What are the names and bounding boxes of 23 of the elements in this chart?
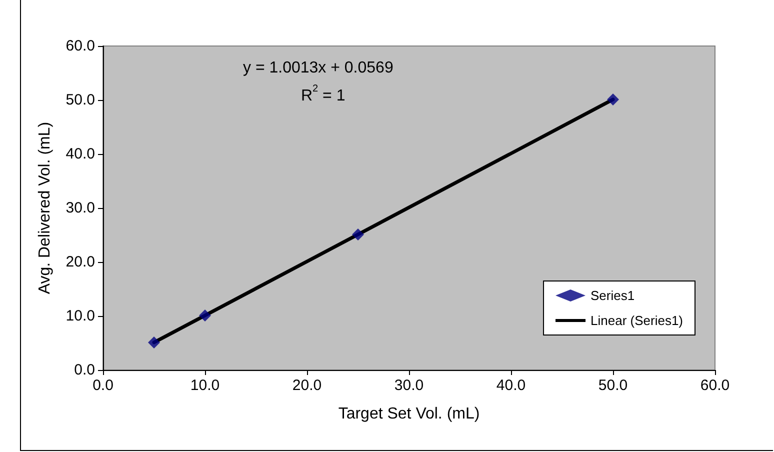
- x-tick-label: 0.0: [92, 377, 114, 394]
- x-tick-label: 60.0: [700, 377, 730, 394]
- y-tick-label: 50.0: [66, 92, 95, 108]
- point: [352, 228, 364, 240]
- x-tick-label: 10.0: [190, 377, 220, 394]
- x-tick-label: 40.0: [496, 377, 526, 394]
- x-tick-label: 50.0: [598, 377, 628, 394]
- y-axis-title: Avg. Delivered Vol. (mL): [36, 122, 54, 294]
- y-tick-label: 60.0: [66, 38, 95, 54]
- legend-label: Series1: [590, 288, 635, 303]
- y-tick-label: 0.0: [74, 362, 95, 378]
- x-tick-label: 30.0: [394, 377, 424, 394]
- point: [607, 93, 619, 106]
- y-tick-label: 10.0: [66, 308, 95, 324]
- legend-label: Linear (Series1): [590, 313, 684, 328]
- y-tick-label: 20.0: [66, 254, 95, 270]
- point: [148, 336, 160, 348]
- annotation: y = 1.0013x + 0.0569: [243, 60, 394, 76]
- y-tick-label: 40.0: [66, 146, 95, 162]
- y-tick-label: 30.0: [66, 200, 95, 216]
- x-tick-label: 20.0: [292, 377, 322, 394]
- point: [199, 309, 211, 322]
- x-axis-title: Target Set Vol. (mL): [338, 406, 480, 422]
